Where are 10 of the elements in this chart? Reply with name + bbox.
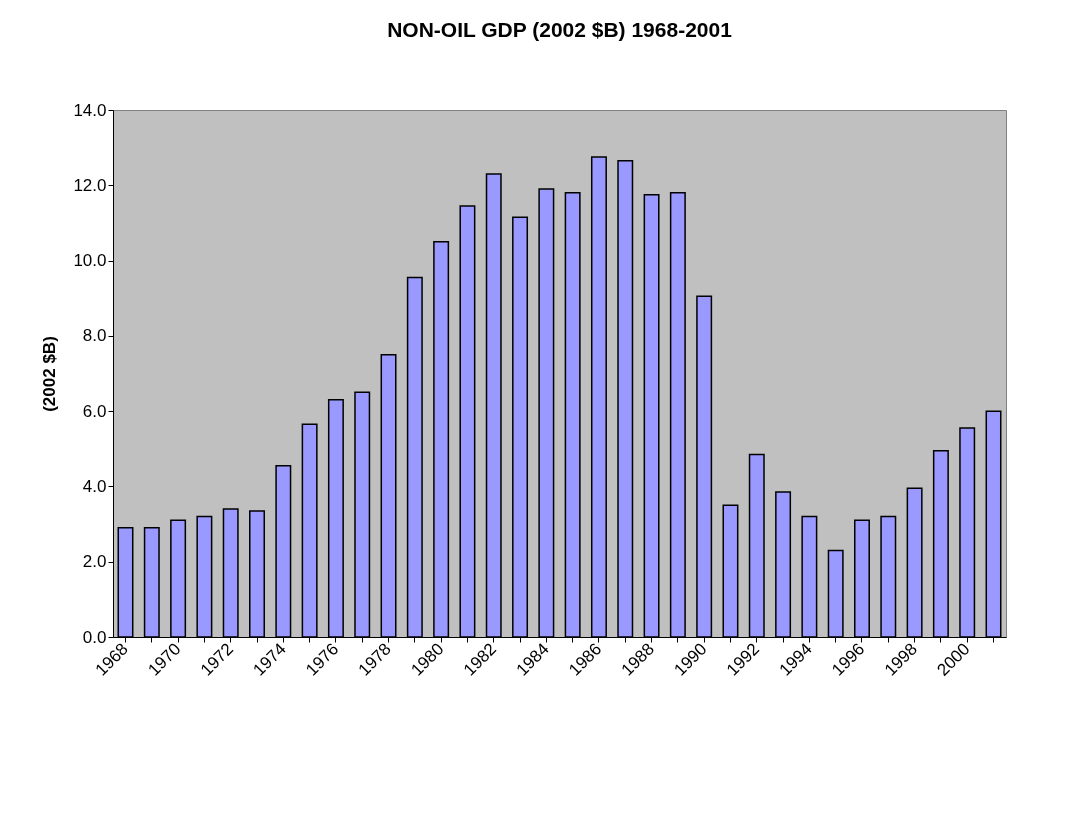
y-tick-label: 14.0 <box>73 100 107 120</box>
y-tick-label: 12.0 <box>73 175 107 195</box>
y-tick-label: 2.0 <box>82 552 107 572</box>
y-axis-title: (2002 $B) <box>40 336 60 412</box>
y-tick-label: 0.0 <box>82 627 107 647</box>
chart-title: NON-OIL GDP (2002 $B) 1968-2001 <box>387 18 733 41</box>
y-tick-label: 10.0 <box>73 251 107 271</box>
y-tick-label: 4.0 <box>82 476 107 496</box>
y-tick-label: 8.0 <box>82 326 107 346</box>
y-tick-label: 6.0 <box>82 401 107 421</box>
